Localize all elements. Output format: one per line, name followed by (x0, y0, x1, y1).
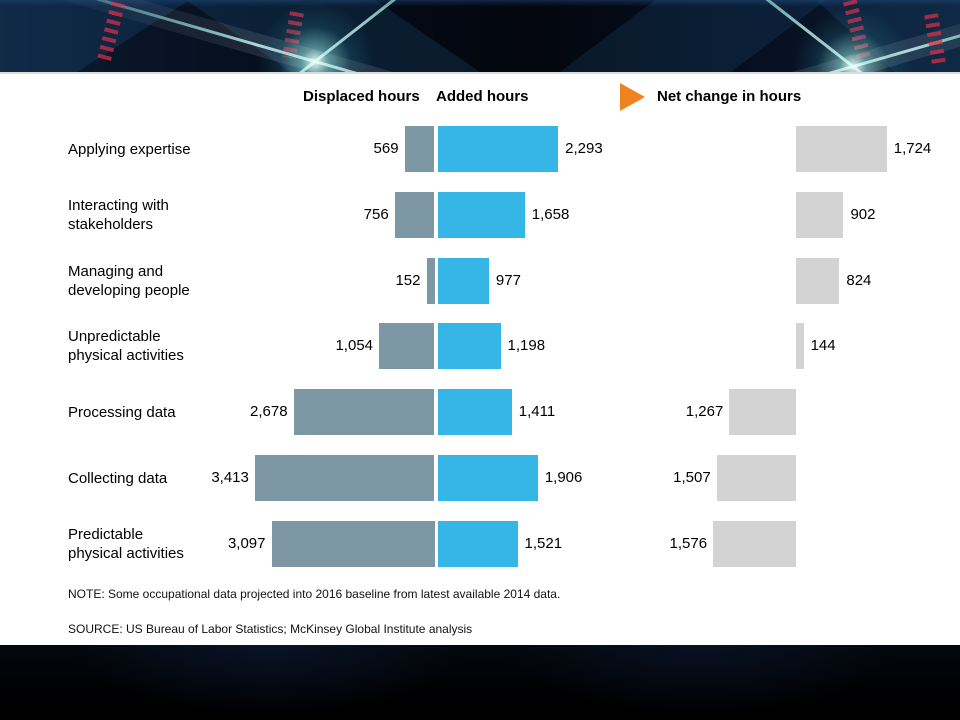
displaced-hours-header: Displaced hours (303, 88, 420, 105)
category-label-line: Unpredictable (68, 328, 161, 346)
net-change-bar (796, 323, 804, 370)
displaced-bar (394, 191, 435, 238)
added-value: 1,658 (531, 205, 570, 223)
displaced-bar (426, 257, 435, 304)
bar-chart: Applying expertise 569 2,293 1,724 Interacti… (0, 74, 960, 584)
category-label-line: Collecting data (68, 469, 168, 487)
added-value: 1,521 (524, 534, 563, 552)
net-change-value: 824 (846, 271, 872, 289)
panel-top-separator (0, 72, 960, 74)
displaced-value: 152 (395, 271, 421, 289)
category-label-line: Predictable (68, 525, 144, 543)
displaced-value: 569 (373, 140, 399, 157)
category-label-line: developing people (68, 281, 190, 299)
displaced-value: 2,678 (250, 403, 288, 421)
net-change-value: 902 (850, 205, 876, 223)
added-bar (437, 126, 559, 172)
category-label-line: physical activities (68, 544, 184, 562)
category-label-line: Applying expertise (68, 140, 191, 158)
added-bar (437, 389, 512, 436)
category-label-line: stakeholders (68, 215, 154, 233)
displaced-value: 3,097 (227, 534, 266, 552)
net-change-bar (716, 455, 796, 502)
displaced-bar (254, 455, 435, 502)
added-value: 1,411 (518, 403, 556, 421)
net-change-bar (796, 126, 887, 172)
displaced-bar (379, 323, 435, 370)
top-banner-image (0, 0, 960, 72)
net-change-value: 1,576 (669, 534, 708, 552)
displaced-bar (271, 520, 435, 567)
category-label-line: physical activities (68, 347, 184, 365)
added-value: 1,198 (507, 337, 546, 355)
net-change-value: 1,267 (685, 403, 724, 421)
category-label: Managing and developing people (68, 258, 220, 304)
category-label: Applying expertise (68, 126, 220, 172)
net-change-bar (796, 191, 844, 238)
displaced-bar (293, 389, 435, 436)
displaced-bar (404, 126, 435, 172)
added-value: 2,293 (565, 140, 603, 157)
displaced-value: 756 (363, 205, 389, 223)
category-label-line: Processing data (68, 403, 176, 421)
net-change-value: 1,724 (893, 140, 932, 157)
category-label: Interacting with stakeholders (68, 192, 220, 238)
displaced-value: 1,054 (335, 337, 374, 355)
added-value: 977 (495, 271, 521, 289)
category-label-line: Managing and (68, 262, 164, 280)
net-change-arrow-icon (620, 83, 645, 111)
displaced-value: 3,413 (211, 469, 249, 487)
bottom-banner-image (0, 645, 960, 720)
note-text: NOTE: Some occupational data projected i… (68, 587, 561, 601)
category-label-line: Interacting with (68, 196, 169, 214)
net-change-value: 144 (810, 337, 836, 355)
added-bar (437, 257, 489, 304)
added-hours-header: Added hours (436, 88, 529, 105)
category-label: Processing data (68, 389, 220, 435)
chart-panel: Displaced hours Added hours Net change i… (0, 74, 960, 645)
net-change-header: Net change in hours (657, 88, 802, 105)
source-text: SOURCE: US Bureau of Labor Statistics; M… (68, 622, 473, 636)
added-bar (437, 455, 538, 502)
net-change-bar (713, 520, 796, 567)
net-change-bar (729, 389, 796, 436)
category-label: Collecting data (68, 455, 220, 501)
added-bar (437, 191, 525, 238)
net-change-value: 1,507 (673, 469, 711, 487)
category-label: Predictable physical activities (68, 521, 220, 567)
category-label: Unpredictable physical activities (68, 323, 220, 369)
added-bar (437, 323, 501, 370)
added-bar (437, 520, 518, 567)
added-value: 1,906 (544, 469, 583, 487)
net-change-bar (796, 257, 840, 304)
